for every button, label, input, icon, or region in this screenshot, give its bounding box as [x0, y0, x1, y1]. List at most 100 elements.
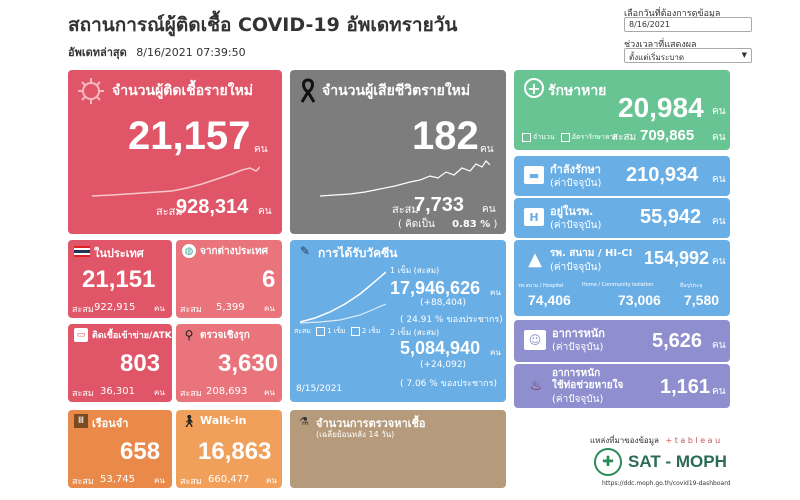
walkin-cumulative-label: สะสม — [180, 477, 202, 487]
vaccine-legend-d2-swatch — [350, 326, 360, 336]
ventilator-card: ♨ อาการหนัก ใช้ท่อช่วยหายใจ (ค่าปัจจุบัน… — [514, 364, 730, 408]
walkin-value: 16,863 — [198, 438, 272, 465]
field-hospital-sub: (ค่าปัจจุบัน) — [550, 262, 602, 273]
field-hospital-card: ▲ รพ. สนาม / HI-CI (ค่าปัจจุบัน) 154,992… — [514, 240, 730, 316]
severe-sub: (ค่าปัจจุบัน) — [552, 342, 604, 353]
imported-cumulative-value: 5,399 — [216, 302, 245, 313]
deaths-cumulative-value: 7,733 — [414, 194, 465, 216]
moph-logo: ✚ — [594, 448, 622, 476]
treating-unit: คน — [712, 174, 726, 185]
vaccine-legend-d1: 1 เข็ม — [327, 327, 346, 335]
range-filter-value: ตั้งแต่เริ่มระบาด — [629, 53, 685, 62]
new-cases-cumulative-value: 928,314 — [176, 196, 249, 218]
source-label-row: แหล่งที่มาของข้อมูล + t a b l e a u — [590, 434, 720, 447]
field-hospital-item-label: Home / Community Isolation — [582, 282, 654, 288]
domestic-card: ในประเทศ 21,151 สะสม 922,915 คน — [68, 240, 172, 318]
legend-rate-label: อัตรารักษาหาย — [571, 133, 618, 141]
syringe-icon: ✎ — [299, 244, 311, 258]
new-cases-cumulative-unit: คน — [258, 206, 272, 217]
ventilator-value: 1,161 — [660, 376, 711, 398]
range-filter-label: ช่วงเวลาที่แสดงผล — [624, 40, 697, 50]
recovered-legend: จำนวน อัตรารักษาหาย — [522, 132, 617, 143]
field-hospital-item-value: 74,406 — [528, 292, 571, 308]
field-hospital-item-value: 7,580 — [684, 292, 720, 308]
domestic-title: ในประเทศ — [94, 247, 144, 260]
dose1-delta: (+88,404) — [420, 298, 467, 308]
atk-cumulative-unit: คน — [154, 388, 165, 397]
severe-value: 5,626 — [652, 330, 703, 352]
domestic-cumulative-label: สะสม — [72, 305, 94, 315]
imported-cumulative-unit: คน — [264, 304, 275, 313]
hospital-value: 55,942 — [640, 206, 702, 228]
chevron-down-icon: ▼ — [741, 51, 747, 59]
legend-rate-swatch — [560, 132, 570, 142]
proactive-value: 3,630 — [218, 350, 279, 377]
domestic-value: 21,151 — [82, 266, 156, 293]
prison-card: Ⅲ เรือนจำ 658 สะสม 53,745 คน — [68, 410, 172, 488]
atk-card: ▭ ติดเชื้อเข้าข่าย/ATK 803 สะสม 36,301 ค… — [68, 324, 172, 402]
ventilator-title-line2: ใช้ท่อช่วยหายใจ — [552, 380, 624, 391]
vaccine-legend-d2: 2 เข็ม — [361, 327, 381, 335]
atk-value: 803 — [120, 350, 161, 377]
dose2-delta: (+24,092) — [420, 360, 467, 370]
last-updated: อัพเดทล่าสุด 8/16/2021 07:39:50 — [68, 43, 246, 61]
new-cases-card: จำนวนผู้ติดเชื้อรายใหม่ 21,157 คน สะสม 9… — [68, 70, 282, 234]
treating-sub: (ค่าปัจจุบัน) — [550, 178, 602, 189]
recovered-value: 20,984 — [618, 92, 704, 123]
legend-count-label: จำนวน — [533, 133, 555, 141]
atk-title: ติดเชื้อเข้าข่าย/ATK — [92, 331, 172, 341]
deaths-cumulative-unit: คน — [482, 204, 496, 215]
dose2-value: 5,084,940 — [400, 338, 481, 358]
hospital-icon: H — [524, 208, 544, 226]
prison-value: 658 — [120, 438, 161, 465]
deaths-rate-label: ( คิดเป็น — [398, 219, 435, 230]
vaccine-legend-cum: สะสม — [294, 327, 311, 335]
new-cases-unit: คน — [254, 144, 268, 155]
deaths-unit: คน — [480, 144, 494, 155]
imported-card: ◍ จากต่างประเทศ 6 สะสม 5,399 คน — [176, 240, 282, 318]
recovered-title: รักษาหาย — [548, 83, 607, 99]
hospital-unit: คน — [712, 216, 726, 227]
field-hospital-value: 154,992 — [644, 248, 710, 268]
imported-value: 6 — [262, 266, 276, 293]
deaths-cumulative-label: สะสม — [392, 203, 419, 216]
prison-icon: Ⅲ — [74, 414, 88, 428]
walk-icon: 🚶︎ — [181, 414, 197, 428]
test-kit-icon: ▭ — [74, 328, 88, 342]
lab-icon: ⚗ — [299, 414, 309, 428]
proactive-cumulative-label: สะสม — [180, 389, 202, 399]
vaccine-legend-d1-swatch — [316, 326, 326, 336]
recovered-cumulative-unit: คน — [712, 132, 726, 143]
vaccine-date: 8/15/2021 — [296, 384, 343, 394]
last-updated-label: อัพเดทล่าสุด — [68, 46, 127, 59]
tests-title: จำนวนการตรวจหาเชื้อ — [316, 417, 426, 430]
new-cases-cumulative-label: สะสม — [156, 205, 183, 218]
thai-flag-icon — [74, 246, 90, 257]
date-filter-input[interactable]: 8/16/2021 — [624, 17, 752, 32]
deaths-rate-close: ) — [493, 219, 498, 230]
prison-cumulative-label: สะสม — [72, 477, 94, 487]
ventilator-sub: (ค่าปัจจุบัน) — [552, 394, 604, 405]
field-hospital-item-label: อื่นๆ/ประจุ — [680, 283, 703, 289]
globe-icon: ◍ — [182, 244, 196, 258]
new-cases-value: 21,157 — [128, 114, 251, 158]
source-url[interactable]: https://ddc.moph.go.th/covid19-dashboard — [602, 480, 731, 487]
walkin-cumulative-value: 660,477 — [208, 474, 250, 485]
ventilator-icon: ♨ — [529, 378, 543, 394]
imported-title: จากต่างประเทศ — [200, 246, 268, 257]
treating-value: 210,934 — [626, 164, 699, 186]
severe-card: ☺ อาการหนัก (ค่าปัจจุบัน) 5,626 คน — [514, 320, 730, 362]
field-hospital-item-label: รพ.สนาม / Hospitel — [518, 283, 564, 289]
dose1-label: 1 เข็ม (สะสม) — [390, 266, 440, 275]
date-filter-label: เลือกวันที่ต้องการดูข้อมูล — [624, 9, 721, 19]
dose2-pct: ( 7.06 % ของประชากร) — [400, 379, 497, 389]
recovered-unit: คน — [712, 106, 726, 117]
person-bed-icon: ☺ — [524, 330, 546, 350]
ventilator-unit: คน — [712, 386, 726, 397]
proactive-cumulative-unit: คน — [264, 388, 275, 397]
new-cases-trend-line — [92, 166, 260, 197]
deaths-trend-line — [320, 160, 490, 197]
deaths-value: 182 — [412, 114, 479, 158]
range-filter-select[interactable]: ตั้งแต่เริ่มระบาด ▼ — [624, 48, 752, 63]
proactive-card: ⚲ ตรวจเชิงรุก 3,630 สะสม 208,693 คน — [176, 324, 282, 402]
